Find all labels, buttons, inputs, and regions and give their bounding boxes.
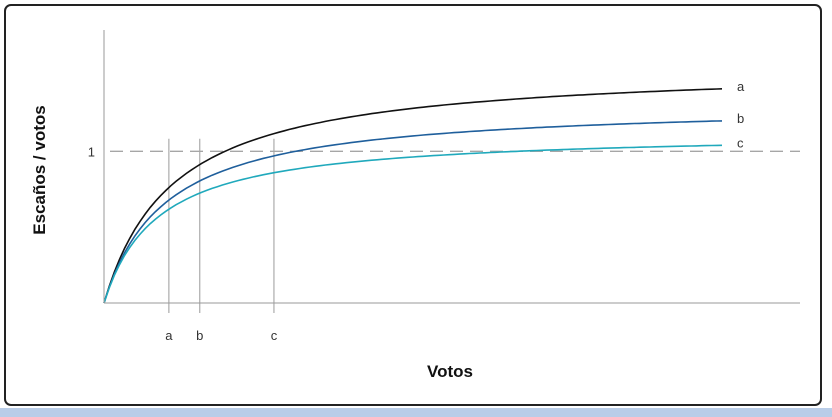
chart-frame	[4, 4, 822, 406]
series-label-a: a	[737, 79, 745, 94]
y-axis-title: Escaños / votos	[30, 105, 49, 234]
reference-label: 1	[88, 144, 95, 159]
marker-lines	[168, 138, 275, 313]
series-label-b: b	[737, 111, 744, 126]
x-tick-label-a: a	[165, 328, 173, 343]
x-tick-labels: a b c	[165, 328, 277, 343]
series-line-c	[103, 144, 723, 304]
series-group: a bc	[103, 79, 745, 304]
x-tick-label-b: b	[196, 328, 203, 343]
series-line-a	[103, 88, 723, 304]
series-label-c: c	[737, 135, 744, 150]
bottom-bar	[0, 408, 832, 417]
series-line-b	[103, 120, 723, 304]
x-tick-label-c: c	[271, 328, 278, 343]
x-axis-title: Votos	[427, 362, 473, 381]
